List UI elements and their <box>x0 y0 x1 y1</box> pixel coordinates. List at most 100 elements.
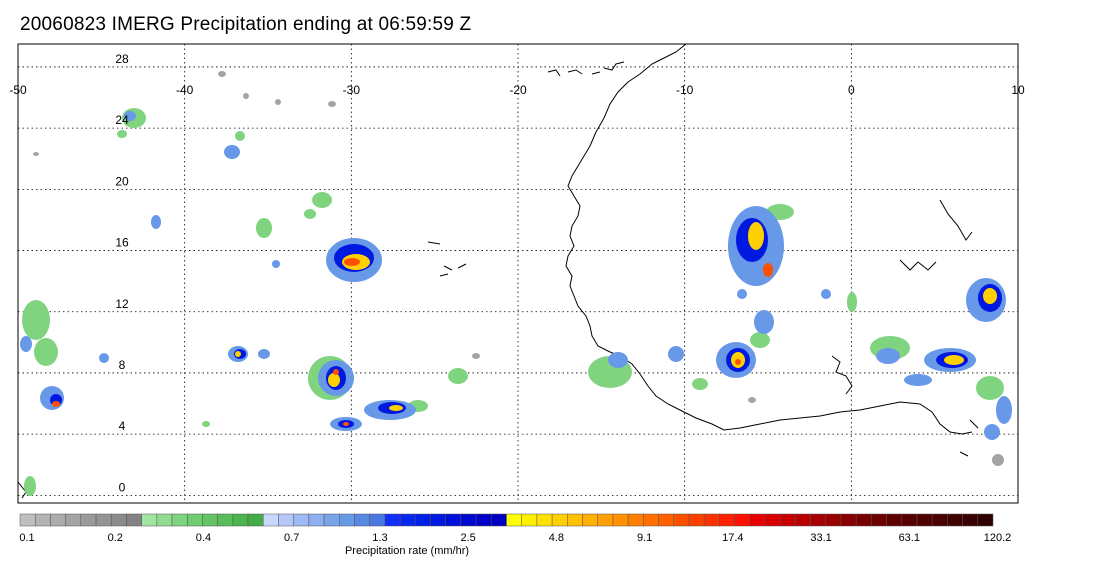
colorbar-tick-label: 4.8 <box>549 532 564 544</box>
lon-tick-label: 10 <box>1011 83 1025 97</box>
colorbar-box <box>931 513 948 527</box>
colorbar-box <box>810 513 827 527</box>
lon-tick-label: 0 <box>848 83 855 97</box>
colorbar-box <box>551 513 568 527</box>
colorbar-box <box>567 513 583 527</box>
colorbar-tick-label: 33.1 <box>810 532 831 544</box>
colorbar-box <box>521 513 538 527</box>
colorbar-box <box>491 513 507 527</box>
colorbar-box <box>734 513 750 527</box>
colorbar-box <box>886 513 903 527</box>
colorbar-tick-label: 9.1 <box>637 532 652 544</box>
colorbar-box <box>293 513 310 527</box>
colorbar-box <box>156 513 173 527</box>
colorbar-tick-label: 120.2 <box>984 532 1012 544</box>
colorbar-box <box>247 513 264 527</box>
colorbar-box <box>186 513 203 527</box>
precipitation-cells <box>20 71 1012 496</box>
colorbar-box <box>460 513 477 527</box>
lat-tick-label: 0 <box>119 480 126 494</box>
colorbar-box <box>80 513 97 527</box>
colorbar-box <box>840 513 857 527</box>
colorbar-box <box>855 513 872 527</box>
colorbar-box <box>95 513 112 527</box>
colorbar-boxes <box>19 513 994 527</box>
colorbar-box <box>688 513 705 527</box>
colorbar-tick-label: 0.7 <box>284 532 299 544</box>
lat-tick-label: 16 <box>115 236 129 250</box>
colorbar-box <box>871 513 887 527</box>
colorbar-box <box>779 513 796 527</box>
colorbar-tick-label: 17.4 <box>722 532 743 544</box>
colorbar-box <box>749 513 766 527</box>
colorbar-box <box>795 513 811 527</box>
colorbar-box <box>110 513 127 527</box>
colorbar-box <box>171 513 188 527</box>
colorbar-box <box>126 513 142 527</box>
colorbar-box <box>901 513 918 527</box>
colorbar-box <box>445 513 462 527</box>
colorbar-box <box>19 513 36 527</box>
colorbar-box <box>50 513 66 527</box>
colorbar-box <box>947 513 963 527</box>
colorbar-title: Precipitation rate (mm/hr) <box>345 545 469 557</box>
colorbar-box <box>369 513 386 527</box>
colorbar-box <box>354 513 370 527</box>
colorbar-box <box>825 513 842 527</box>
colorbar-box <box>977 513 994 527</box>
lon-tick-label: -40 <box>176 83 194 97</box>
lat-tick-label: 12 <box>115 297 129 311</box>
colorbar-tick-label: 2.5 <box>460 532 475 544</box>
colorbar-box <box>916 513 933 527</box>
colorbar-box <box>627 513 644 527</box>
colorbar-box <box>217 513 234 527</box>
colorbar-box <box>141 513 158 527</box>
lat-tick-label: 8 <box>119 358 126 372</box>
colorbar-box <box>323 513 340 527</box>
colorbar-tick-label: 1.3 <box>372 532 387 544</box>
colorbar-box <box>719 513 735 527</box>
colorbar-tick-labels: 0.1 0.2 0.4 0.7 1.3 2.5 4.8 9.1 17.4 33.1 63.1 120.… <box>19 532 1011 544</box>
colorbar-box <box>263 513 279 527</box>
colorbar-box <box>673 513 690 527</box>
colorbar-box <box>399 513 416 527</box>
colorbar-box <box>415 513 431 527</box>
lon-tick-label: -50 <box>9 83 27 97</box>
colorbar-box <box>536 513 553 527</box>
colorbar-box <box>34 513 51 527</box>
colorbar-box <box>597 513 614 527</box>
colorbar-tick-label: 0.2 <box>108 532 123 544</box>
colorbar-box <box>339 513 355 527</box>
colorbar-box <box>582 513 598 527</box>
lat-tick-label: 24 <box>115 113 129 127</box>
grid-lines <box>17 44 1019 503</box>
colorbar-tick-label: 0.4 <box>196 532 211 544</box>
lat-tick-label: 28 <box>115 52 129 66</box>
coastline <box>17 43 979 499</box>
colorbar-box <box>612 513 629 527</box>
colorbar-box <box>232 513 249 527</box>
colorbar-box <box>658 513 674 527</box>
axis-tick-labels: -50 -40 -30 -20 -10 0 10 28 24 20 16 12 8 4 0 <box>9 52 1025 494</box>
colorbar-box <box>475 513 492 527</box>
colorbar-tick-label: 0.1 <box>19 532 34 544</box>
lon-tick-label: -10 <box>676 83 694 97</box>
colorbar-box <box>430 513 446 527</box>
colorbar-box <box>506 513 522 527</box>
colorbar-box <box>962 513 979 527</box>
colorbar-box <box>65 513 82 527</box>
lon-tick-label: -30 <box>343 83 361 97</box>
lat-tick-label: 20 <box>115 174 129 188</box>
map-title: 20060823 IMERG Precipitation ending at 0… <box>20 14 472 35</box>
colorbar-box <box>643 513 659 527</box>
colorbar-box <box>764 513 781 527</box>
colorbar-box <box>384 513 401 527</box>
colorbar-tick-label: 63.1 <box>899 532 920 544</box>
lat-tick-label: 4 <box>119 419 126 433</box>
lon-tick-label: -20 <box>509 83 527 97</box>
colorbar-box <box>202 513 218 527</box>
colorbar-box <box>278 513 294 527</box>
colorbar-box <box>308 513 325 527</box>
